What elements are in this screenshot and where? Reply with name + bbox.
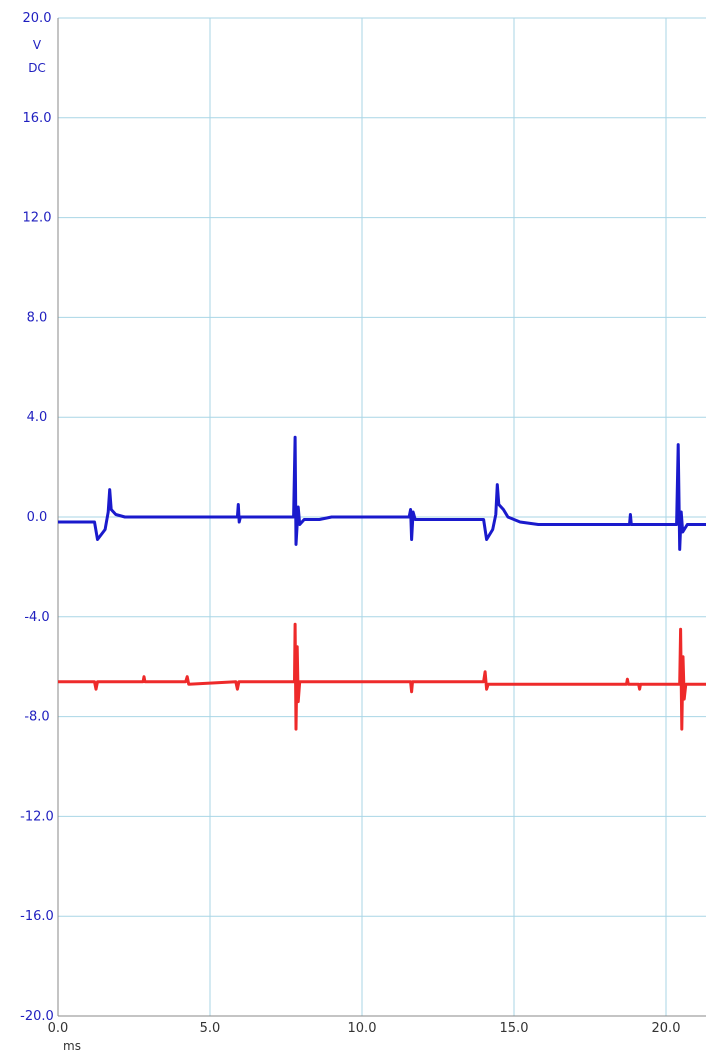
series-trace-1 (58, 435, 706, 551)
y-tick-label: -20.0 (20, 1009, 54, 1024)
y-tick-label: 12.0 (23, 211, 52, 226)
y-unit-volts: V (33, 38, 42, 52)
y-tick-label: -8.0 (24, 710, 49, 725)
y-unit-dc: DC (28, 61, 46, 75)
y-tick-label: 20.0 (23, 11, 52, 26)
x-tick-label: 10.0 (348, 1021, 377, 1036)
x-tick-label: 0.0 (48, 1021, 69, 1036)
y-tick-label: -16.0 (20, 909, 54, 924)
x-axis-unit: ms (63, 1039, 81, 1053)
y-tick-label: 4.0 (27, 410, 48, 425)
y-tick-label: 0.0 (27, 510, 48, 525)
y-axis: V DC 20.0 16.0 12.0 8.0 4.0 0.0 -4.0 -8.0 -12.0 -… (20, 11, 54, 1024)
series-trace-2 (58, 622, 706, 731)
y-tick-label: 16.0 (23, 111, 52, 126)
x-axis: ms 0.0 5.0 10.0 15.0 20.0 (48, 1021, 681, 1053)
x-tick-label: 15.0 (500, 1021, 529, 1036)
y-tick-label: -4.0 (24, 610, 49, 625)
x-tick-label: 5.0 (200, 1021, 221, 1036)
x-tick-label: 20.0 (652, 1021, 681, 1036)
traces (58, 435, 706, 731)
y-tick-label: 8.0 (27, 310, 48, 325)
y-tick-label: -12.0 (20, 809, 54, 824)
